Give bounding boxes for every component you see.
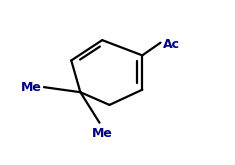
Text: Ac: Ac xyxy=(163,38,180,51)
Text: Me: Me xyxy=(21,81,42,94)
Text: Me: Me xyxy=(92,127,113,140)
